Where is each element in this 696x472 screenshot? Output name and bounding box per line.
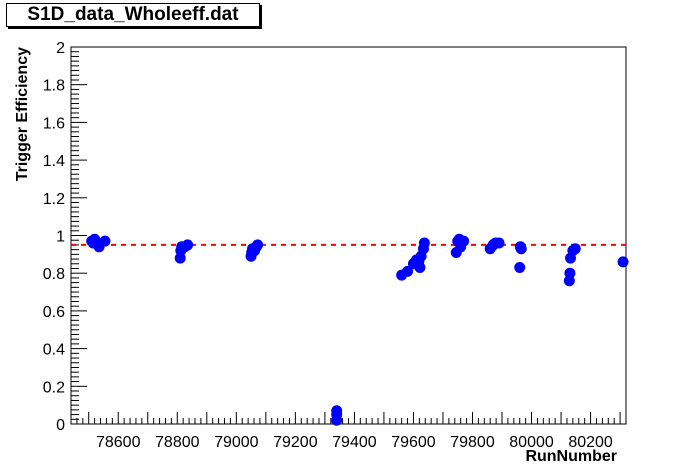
data-point [252, 239, 264, 251]
y-tick-label: 1.6 [43, 115, 65, 132]
data-point [418, 237, 430, 249]
data-point [414, 262, 426, 274]
x-tick-label: 79600 [391, 434, 436, 451]
data-point [564, 267, 576, 279]
y-tick-label: 1.4 [43, 153, 65, 170]
y-tick-label: 0 [56, 417, 65, 434]
data-point [493, 237, 505, 249]
data-point [514, 262, 526, 274]
y-axis-label: Trigger Efficiency [14, 47, 31, 181]
data-point [569, 243, 581, 255]
y-tick-label: 0.4 [43, 342, 65, 359]
y-axis: 0 0.2 0.4 0.6 0.8 1 1.2 1.4 1.6 1.8 2 [43, 40, 87, 434]
x-tick-label: 78800 [155, 434, 200, 451]
chart-title: S1D_data_Wholeeff.dat [6, 3, 260, 27]
y-tick-label: 1 [56, 229, 65, 246]
x-tick-label: 79000 [214, 434, 259, 451]
y-tick-label: 0.6 [43, 304, 65, 321]
x-tick-label: 78600 [96, 434, 141, 451]
x-axis-label: RunNumber [525, 448, 617, 465]
x-tick-label: 79400 [332, 434, 377, 451]
y-tick-label: 1.8 [43, 78, 65, 95]
y-tick-label: 0.2 [43, 379, 65, 396]
data-point [515, 243, 527, 255]
data-point [99, 235, 111, 247]
y-tick-label: 1.2 [43, 191, 65, 208]
x-tick-label: 80000 [509, 434, 554, 451]
x-tick-label: 79800 [450, 434, 495, 451]
data-point [331, 405, 343, 417]
x-tick-label: 80200 [568, 434, 613, 451]
plot-frame [70, 46, 627, 425]
x-tick-label: 79200 [273, 434, 318, 451]
x-axis: 78600 78800 79000 79200 79400 79600 79800 80000… [70, 412, 627, 451]
data-point [402, 265, 414, 277]
y-tick-label: 0.8 [43, 266, 65, 283]
data-point [182, 239, 194, 251]
data-point [617, 256, 629, 268]
data-point [458, 235, 470, 247]
data-points [86, 233, 629, 426]
y-tick-label: 2 [56, 40, 65, 57]
